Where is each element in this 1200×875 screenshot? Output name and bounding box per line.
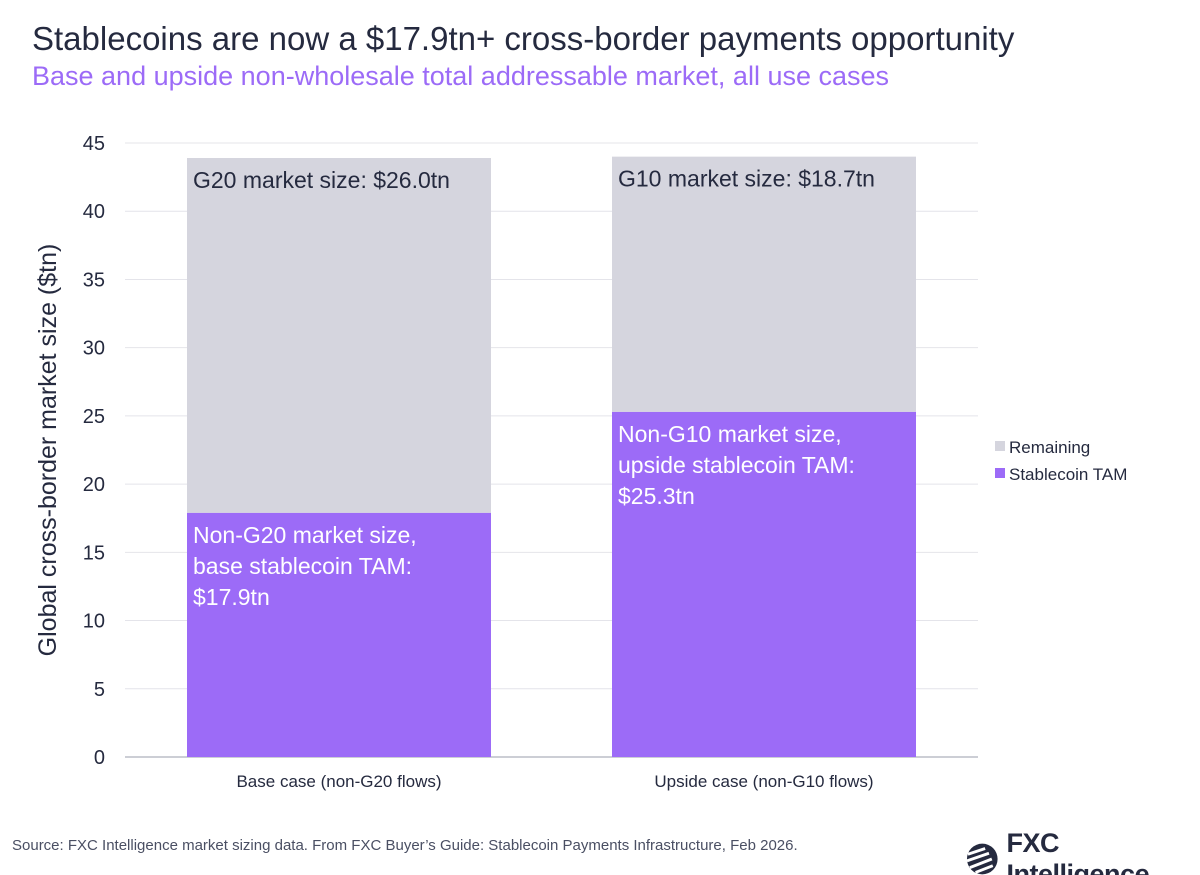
bar-annotation: $25.3tn	[618, 483, 695, 509]
y-tick-label: 45	[83, 133, 105, 155]
chart-svg: 0 5 10 15 20 25 30 35 40 45 Global cross-border ma…	[34, 133, 1127, 791]
y-axis-label: Global cross-border market size ($tn)	[34, 244, 62, 657]
y-tick-label: 0	[94, 747, 105, 769]
bar-annotation: $17.9tn	[193, 584, 270, 610]
fxc-logo: FXC Intelligence	[966, 828, 1200, 875]
bar-stablecoin-tam	[612, 411, 916, 757]
fxc-logo-icon	[966, 843, 998, 875]
bar-annotation: Non-G20 market size,	[193, 522, 417, 548]
bar-annotation: G20 market size: $26.0tn	[193, 167, 450, 193]
y-tick-label: 5	[94, 679, 105, 701]
bar-annotation: upside stablecoin TAM:	[618, 452, 855, 478]
chart-title: Stablecoins are now a $17.9tn+ cross-bor…	[32, 20, 1015, 57]
chart-subtitle: Base and upside non-wholesale total addr…	[32, 61, 890, 91]
legend-label: Remaining	[1009, 438, 1090, 457]
bar-stablecoin-tam	[187, 512, 491, 757]
legend-swatch	[995, 441, 1005, 451]
y-tick-label: 35	[83, 269, 105, 291]
x-tick-label: Base case (non-G20 flows)	[236, 772, 441, 791]
y-tick-label: 20	[83, 474, 105, 496]
bar-remaining	[612, 156, 916, 412]
source-note: Source: FXC Intelligence market sizing d…	[12, 837, 798, 854]
y-tick-label: 25	[83, 406, 105, 428]
bar-annotation: G10 market size: $18.7tn	[618, 166, 875, 192]
y-tick-label: 30	[83, 338, 105, 360]
x-tick-label: Upside case (non-G10 flows)	[654, 772, 873, 791]
bar-remaining	[187, 158, 491, 513]
y-tick-label: 10	[83, 611, 105, 633]
legend-label: Stablecoin TAM	[1009, 465, 1127, 484]
bar-annotation: Non-G10 market size,	[618, 421, 842, 447]
y-tick-label: 15	[83, 542, 105, 564]
y-tick-label: 40	[83, 201, 105, 223]
logo-text: FXC Intelligence	[1006, 828, 1150, 875]
legend-swatch	[995, 468, 1005, 478]
bar-annotation: base stablecoin TAM:	[193, 553, 412, 579]
